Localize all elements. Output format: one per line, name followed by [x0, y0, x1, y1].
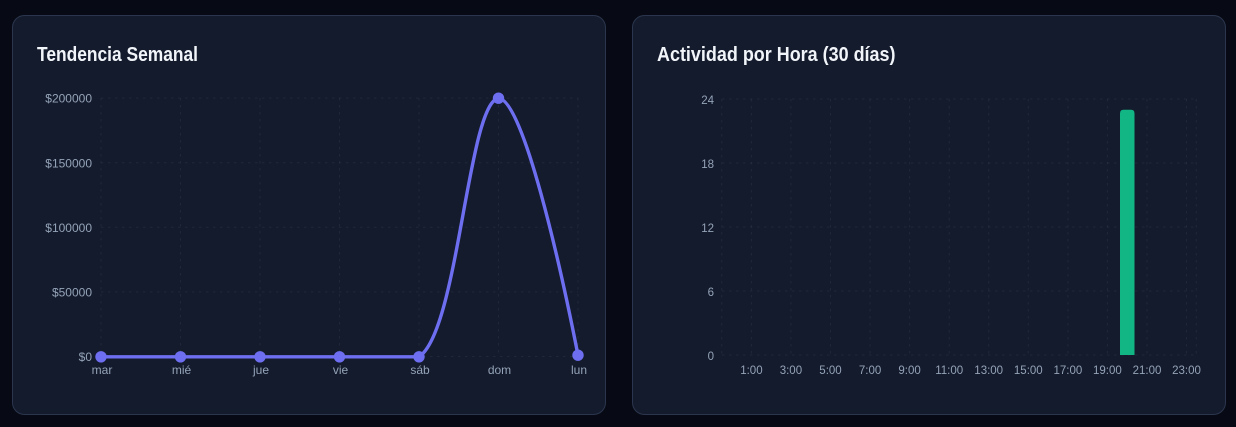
svg-text:Tendencia Semanal: Tendencia Semanal: [37, 44, 198, 66]
svg-text:lun: lun: [571, 363, 587, 377]
svg-text:7:00: 7:00: [859, 365, 881, 377]
svg-text:23:00: 23:00: [1172, 365, 1201, 377]
svg-text:9:00: 9:00: [898, 365, 920, 377]
svg-text:vie: vie: [333, 363, 349, 377]
svg-text:21:00: 21:00: [1133, 365, 1162, 377]
svg-text:19:00: 19:00: [1093, 365, 1122, 377]
svg-text:dom: dom: [488, 363, 511, 377]
svg-text:sáb: sáb: [410, 363, 430, 377]
svg-text:$50000: $50000: [52, 286, 92, 300]
svg-text:24: 24: [701, 95, 714, 107]
svg-text:6: 6: [708, 287, 714, 299]
svg-text:15:00: 15:00: [1014, 365, 1043, 377]
svg-text:3:00: 3:00: [780, 365, 802, 377]
svg-text:jue: jue: [252, 363, 269, 377]
svg-text:$200000: $200000: [45, 92, 92, 106]
svg-text:17:00: 17:00: [1054, 365, 1083, 377]
svg-text:18: 18: [701, 159, 714, 171]
svg-text:$0: $0: [79, 350, 93, 364]
svg-text:mar: mar: [92, 363, 113, 377]
svg-text:11:00: 11:00: [935, 365, 963, 377]
svg-text:mié: mié: [172, 363, 192, 377]
svg-text:0: 0: [708, 351, 714, 363]
svg-text:$150000: $150000: [45, 156, 92, 170]
svg-text:12: 12: [701, 223, 714, 235]
svg-text:13:00: 13:00: [974, 365, 1003, 377]
svg-text:Actividad por Hora (30 días): Actividad por Hora (30 días): [657, 44, 896, 66]
svg-text:1:00: 1:00: [740, 365, 762, 377]
svg-text:$100000: $100000: [45, 221, 92, 235]
svg-text:5:00: 5:00: [819, 365, 841, 377]
